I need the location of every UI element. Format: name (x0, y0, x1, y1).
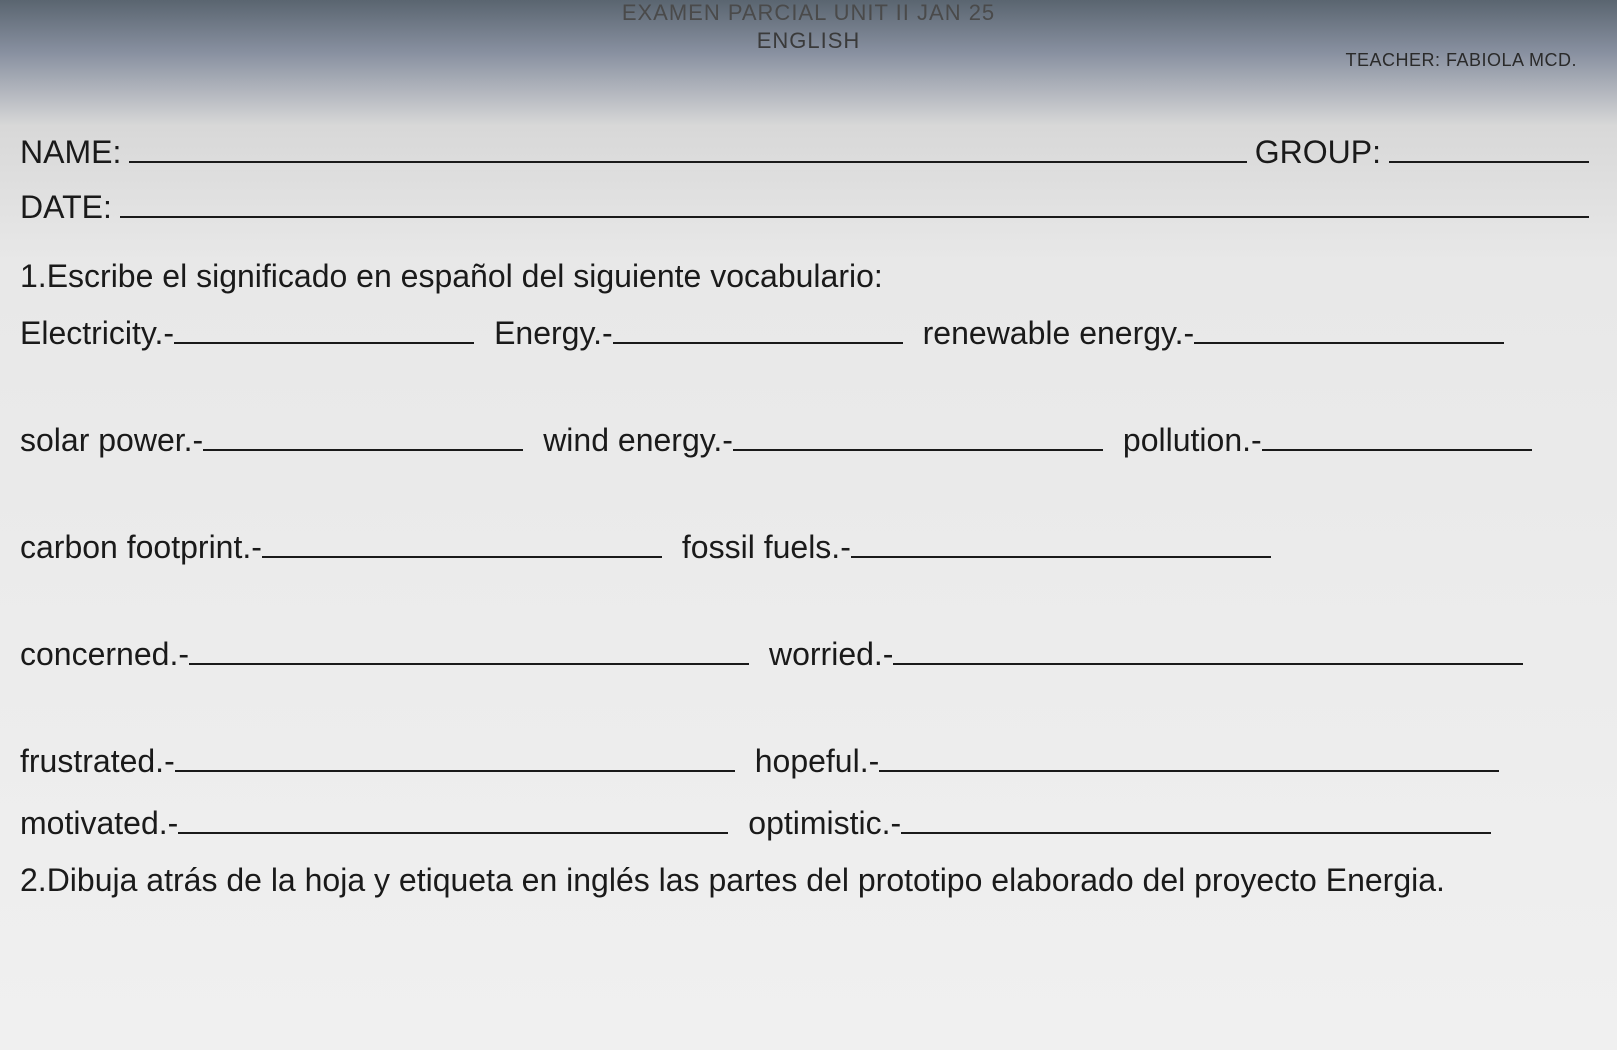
vocab-carbon-footprint: carbon footprint.- (20, 529, 262, 566)
blank-wind-energy[interactable] (733, 423, 1103, 451)
date-label: DATE: (20, 189, 112, 226)
blank-hopeful[interactable] (879, 744, 1499, 772)
vocab-row-5: frustrated.- hopeful.- (20, 743, 1597, 780)
q1-instruction: 1.Escribe el significado en español del … (20, 258, 1597, 295)
blank-energy[interactable] (613, 316, 903, 344)
blank-fossil-fuels[interactable] (851, 530, 1271, 558)
blank-renewable-energy[interactable] (1194, 316, 1504, 344)
student-info-section: NAME: GROUP: DATE: (20, 134, 1597, 226)
vocabulary-section: Electricity.- Energy.- renewable energy.… (20, 315, 1597, 842)
vocab-worried: worried.- (769, 636, 893, 673)
date-row: DATE: (20, 189, 1597, 226)
vocab-energy: Energy.- (494, 315, 613, 352)
blank-motivated[interactable] (178, 806, 728, 834)
vocab-motivated: motivated.- (20, 805, 178, 842)
blank-electricity[interactable] (174, 316, 474, 344)
blank-frustrated[interactable] (175, 744, 735, 772)
vocab-renewable-energy: renewable energy.- (923, 315, 1195, 352)
name-label: NAME: (20, 134, 121, 171)
vocab-row-6: motivated.- optimistic.- (20, 805, 1597, 842)
group-label: GROUP: (1255, 134, 1381, 171)
q2-instruction: 2.Dibuja atrás de la hoja y etiqueta en … (20, 862, 1597, 899)
vocab-row-3: carbon footprint.- fossil fuels.- (20, 529, 1597, 566)
exam-title: EXAMEN PARCIAL UNIT II JAN 25 (20, 0, 1597, 26)
vocab-hopeful: hopeful.- (755, 743, 880, 780)
vocab-concerned: concerned.- (20, 636, 189, 673)
blank-carbon-footprint[interactable] (262, 530, 662, 558)
blank-concerned[interactable] (189, 637, 749, 665)
name-blank[interactable] (129, 135, 1246, 163)
blank-pollution[interactable] (1262, 423, 1532, 451)
vocab-pollution: pollution.- (1123, 422, 1262, 459)
blank-worried[interactable] (893, 637, 1523, 665)
teacher-label: TEACHER: FABIOLA MCD. (1345, 50, 1577, 71)
vocab-solar-power: solar power.- (20, 422, 203, 459)
name-group-row: NAME: GROUP: (20, 134, 1597, 171)
vocab-frustrated: frustrated.- (20, 743, 175, 780)
vocab-row-4: concerned.- worried.- (20, 636, 1597, 673)
exam-header: EXAMEN PARCIAL UNIT II JAN 25 ENGLISH (20, 0, 1597, 54)
vocab-row-1: Electricity.- Energy.- renewable energy.… (20, 315, 1597, 352)
date-blank[interactable] (120, 190, 1589, 218)
blank-optimistic[interactable] (901, 806, 1491, 834)
vocab-electricity: Electricity.- (20, 315, 174, 352)
vocab-wind-energy: wind energy.- (543, 422, 733, 459)
blank-solar-power[interactable] (203, 423, 523, 451)
vocab-fossil-fuels: fossil fuels.- (682, 529, 851, 566)
vocab-row-2: solar power.- wind energy.- pollution.- (20, 422, 1597, 459)
group-blank[interactable] (1389, 135, 1589, 163)
vocab-optimistic: optimistic.- (748, 805, 901, 842)
